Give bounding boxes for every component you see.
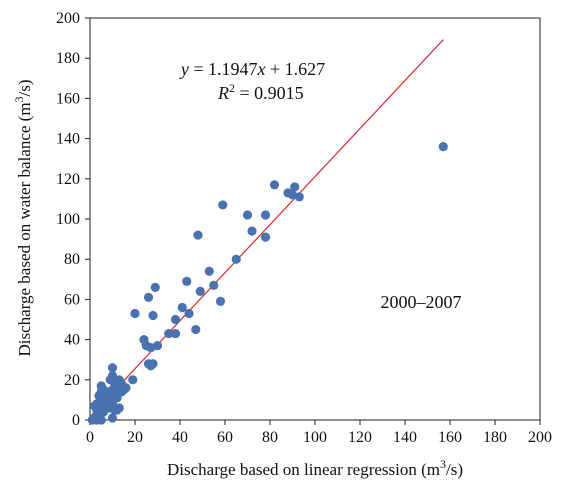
y-tick-label: 100 bbox=[56, 211, 80, 228]
data-point bbox=[215, 296, 226, 307]
data-point bbox=[170, 314, 181, 325]
x-axis-title: Discharge based on linear regression (m3… bbox=[167, 457, 463, 479]
x-tick-label: 80 bbox=[262, 429, 278, 446]
data-point bbox=[107, 363, 118, 373]
x-tick-label: 20 bbox=[127, 429, 143, 446]
data-point bbox=[269, 180, 280, 190]
regression-line bbox=[89, 39, 444, 418]
x-tick-label: 100 bbox=[303, 429, 327, 446]
data-point bbox=[195, 286, 205, 296]
y-tick-label: 120 bbox=[56, 171, 80, 188]
x-tick-label: 40 bbox=[172, 429, 188, 446]
data-point bbox=[130, 308, 140, 319]
y-tick-label: 80 bbox=[64, 251, 80, 268]
data-point bbox=[260, 232, 271, 242]
y-tick-label: 40 bbox=[64, 332, 80, 349]
x-tick-label: 0 bbox=[86, 429, 94, 446]
data-point bbox=[191, 324, 201, 335]
r-squared: R2 = 0.9015 bbox=[217, 81, 304, 103]
data-point bbox=[96, 415, 106, 425]
data-point bbox=[107, 413, 118, 423]
data-point bbox=[177, 302, 187, 313]
y-tick-label: 200 bbox=[56, 10, 80, 27]
data-point bbox=[204, 266, 214, 276]
data-point bbox=[231, 254, 241, 264]
data-point bbox=[96, 381, 106, 391]
data-point bbox=[260, 210, 271, 220]
data-point bbox=[98, 407, 109, 417]
y-tick-label: 180 bbox=[56, 50, 80, 67]
data-point bbox=[114, 403, 124, 413]
data-point bbox=[218, 200, 228, 210]
y-axis-title: Discharge based on water balance (m3/s) bbox=[12, 79, 34, 356]
x-tick-label: 160 bbox=[438, 429, 462, 446]
data-point bbox=[101, 395, 111, 405]
data-point bbox=[128, 375, 138, 385]
y-tick-label: 0 bbox=[72, 412, 80, 429]
data-point bbox=[294, 192, 304, 202]
data-point bbox=[152, 341, 163, 351]
data-point bbox=[193, 230, 203, 240]
y-tick-label: 160 bbox=[56, 90, 80, 107]
data-point bbox=[242, 210, 253, 220]
data-point bbox=[247, 226, 257, 236]
data-point bbox=[182, 276, 192, 286]
data-points bbox=[87, 142, 448, 425]
x-tick-label: 200 bbox=[528, 429, 552, 446]
data-point bbox=[121, 383, 131, 393]
y-tick-label: 140 bbox=[56, 131, 80, 148]
x-tick-label: 120 bbox=[348, 429, 372, 446]
data-point bbox=[170, 328, 181, 339]
data-point bbox=[148, 310, 158, 321]
period-label: 2000–2007 bbox=[381, 292, 462, 312]
y-tick-label: 20 bbox=[64, 372, 80, 389]
data-point bbox=[150, 282, 160, 292]
x-tick-label: 180 bbox=[483, 429, 507, 446]
regression-equation: y = 1.1947x + 1.627 bbox=[179, 59, 325, 79]
y-tick-label: 60 bbox=[64, 291, 80, 308]
data-point bbox=[438, 142, 448, 152]
y-axis-ticks: 0 20 40 60 80 100 120 140 160 180 200 bbox=[56, 10, 90, 429]
data-point bbox=[143, 292, 154, 302]
data-point bbox=[184, 308, 194, 319]
data-point bbox=[290, 182, 300, 192]
regression-layer bbox=[89, 39, 444, 418]
data-point bbox=[146, 361, 156, 371]
data-point bbox=[164, 328, 174, 339]
x-tick-label: 60 bbox=[217, 429, 233, 446]
x-tick-label: 140 bbox=[393, 429, 417, 446]
x-axis-ticks: 0 20 40 60 80 100 120 140 160 180 200 bbox=[86, 420, 552, 446]
data-point bbox=[209, 280, 219, 290]
